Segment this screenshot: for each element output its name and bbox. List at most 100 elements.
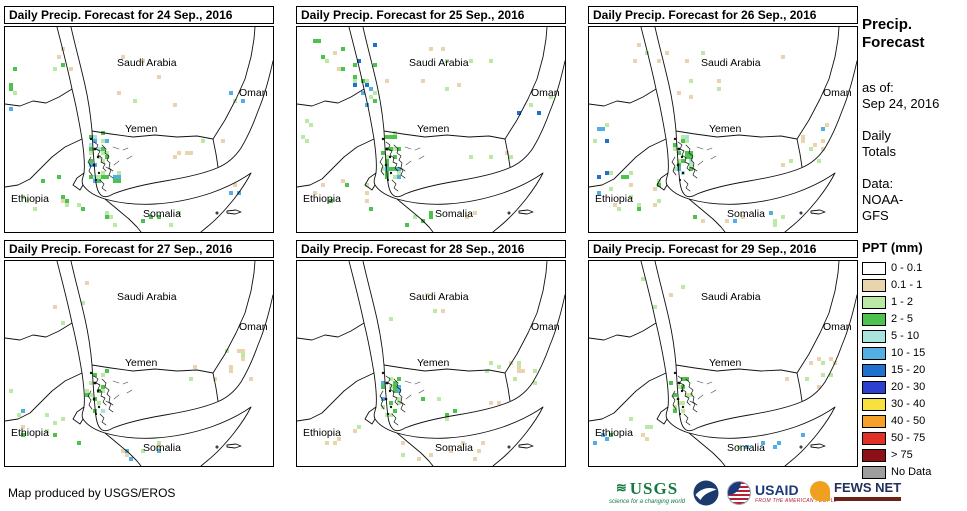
precip-cell [717,79,721,83]
precip-cell [457,83,461,87]
precip-cell [625,175,629,179]
precip-cell [677,151,681,155]
precip-cell [393,167,397,171]
legend-swatch [862,398,886,411]
precip-cell [57,175,61,179]
panel-title: Daily Precip. Forecast for 25 Sep., 2016 [296,6,566,24]
precip-cell [393,135,397,139]
fewsnet-texts: FEWS NET [834,481,902,501]
precip-cell [121,449,125,453]
precip-cell [673,409,677,413]
sidebar-title: Precip. Forecast [862,16,964,52]
label-saudi-arabia: Saudi Arabia [701,291,761,303]
legend-label: 1 - 2 [891,296,914,308]
legend-item: 20 - 30 [862,381,964,394]
precip-cell [369,207,373,211]
precip-cell [193,365,197,369]
data-source-label: Data: [862,176,894,191]
precip-cell [517,365,521,369]
precip-cell [665,51,669,55]
precip-cell [693,215,697,219]
precip-cell [21,409,25,413]
legend-swatch [862,432,886,445]
panel-title: Daily Precip. Forecast for 24 Sep., 2016 [4,6,274,24]
precip-cell [609,171,613,175]
label-somalia: Somalia [435,208,473,220]
precip-cell [225,349,229,353]
precip-cell [9,389,13,393]
precip-cell [385,155,389,159]
usaid-texts: USAID FROM THE AMERICAN PEOPLE [755,483,837,504]
legend-label: 0 - 0.1 [891,262,923,274]
usgs-text: USGS [629,479,679,498]
precip-cell [689,79,693,83]
precip-cell [237,349,241,353]
precip-cell [117,179,121,183]
precip-cell [685,139,689,143]
precip-cell [689,167,693,171]
precip-cell [81,301,85,305]
forecast-panel-4: Daily Precip. Forecast for 27 Sep., 2016… [4,240,276,467]
precip-cell [389,401,393,405]
precip-cell [397,389,401,393]
precip-cell [89,151,93,155]
precip-cell [213,377,217,381]
precip-cell [821,361,825,365]
precip-cell [201,139,205,143]
precip-cell [477,449,481,453]
label-ethiopia: Ethiopia [595,193,633,205]
precip-cell [373,99,377,103]
precip-cell [113,223,117,227]
precip-cell [481,441,485,445]
precip-cell [233,99,237,103]
label-ethiopia: Ethiopia [11,193,49,205]
precip-cell [305,119,309,123]
precip-cell [45,413,49,417]
precip-cell [513,377,517,381]
panel-title: Daily Precip. Forecast for 26 Sep., 2016 [588,6,858,24]
label-oman: Oman [531,321,560,333]
precip-cell [397,397,401,401]
precip-cell [421,79,425,83]
precip-cell [365,103,369,107]
precip-cell [657,59,661,63]
precip-cell [385,175,389,179]
legend-label: 10 - 15 [891,347,926,359]
precip-cell [485,369,489,373]
precip-cell [65,203,69,207]
usgs-wave-icon: ≋ [615,480,628,495]
precip-cell [685,151,689,155]
legend-label: No Data [891,466,932,478]
precip-cell [801,139,805,143]
precip-cell [373,63,377,67]
precip-cell [321,55,325,59]
precip-cell [389,317,393,321]
precip-cell [81,207,85,211]
precip-cell [89,163,93,167]
precip-cell [821,139,825,143]
precip-cell [689,95,693,99]
precip-cell [417,457,421,461]
legend-label: 15 - 20 [891,364,926,376]
label-somalia: Somalia [727,442,765,454]
precip-cell [93,139,97,143]
legend-swatch [862,313,886,326]
precip-cell [305,139,309,143]
precip-cell [649,425,653,429]
precip-cell [593,441,597,445]
precip-cell [617,207,621,211]
precip-cell [93,163,97,167]
label-somalia: Somalia [435,442,473,454]
legend-label: 30 - 40 [891,398,926,410]
precip-cell [169,223,173,227]
precip-cell [13,67,17,71]
legend-item: 0 - 0.1 [862,262,964,275]
precip-cell [773,445,777,449]
precip-cell [653,203,657,207]
precip-cell [341,67,345,71]
precip-cell [681,409,685,413]
precip-cell [105,151,109,155]
precip-cell [537,111,541,115]
precip-cell [93,409,97,413]
precip-cell [389,413,393,417]
